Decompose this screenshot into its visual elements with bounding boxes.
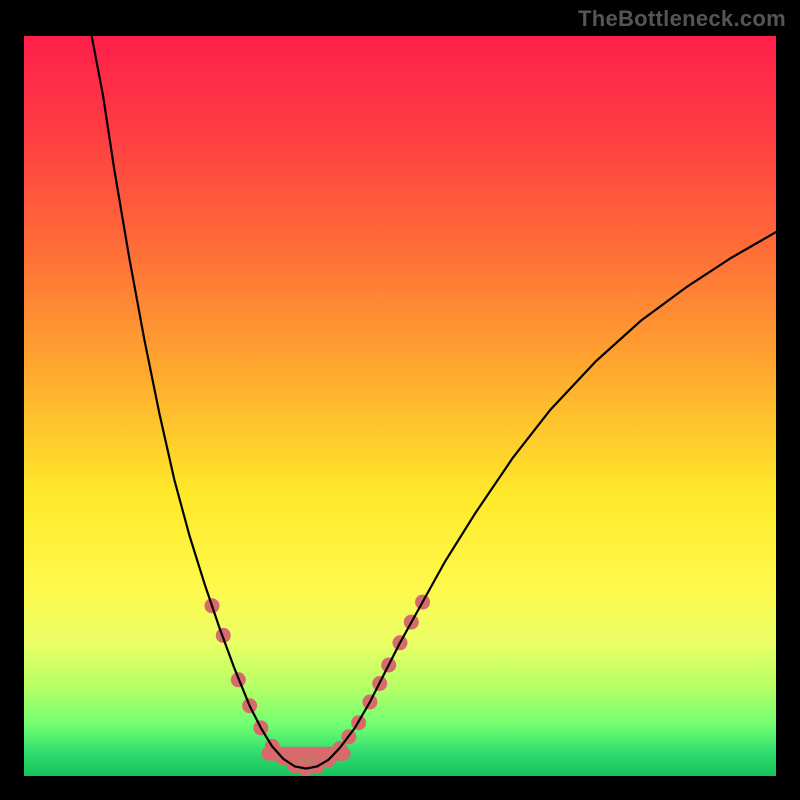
bottleneck-chart <box>24 36 776 776</box>
plot-area <box>24 36 776 776</box>
watermark-text: TheBottleneck.com <box>578 6 786 32</box>
chart-frame: TheBottleneck.com <box>0 0 800 800</box>
gradient-background <box>24 36 776 776</box>
